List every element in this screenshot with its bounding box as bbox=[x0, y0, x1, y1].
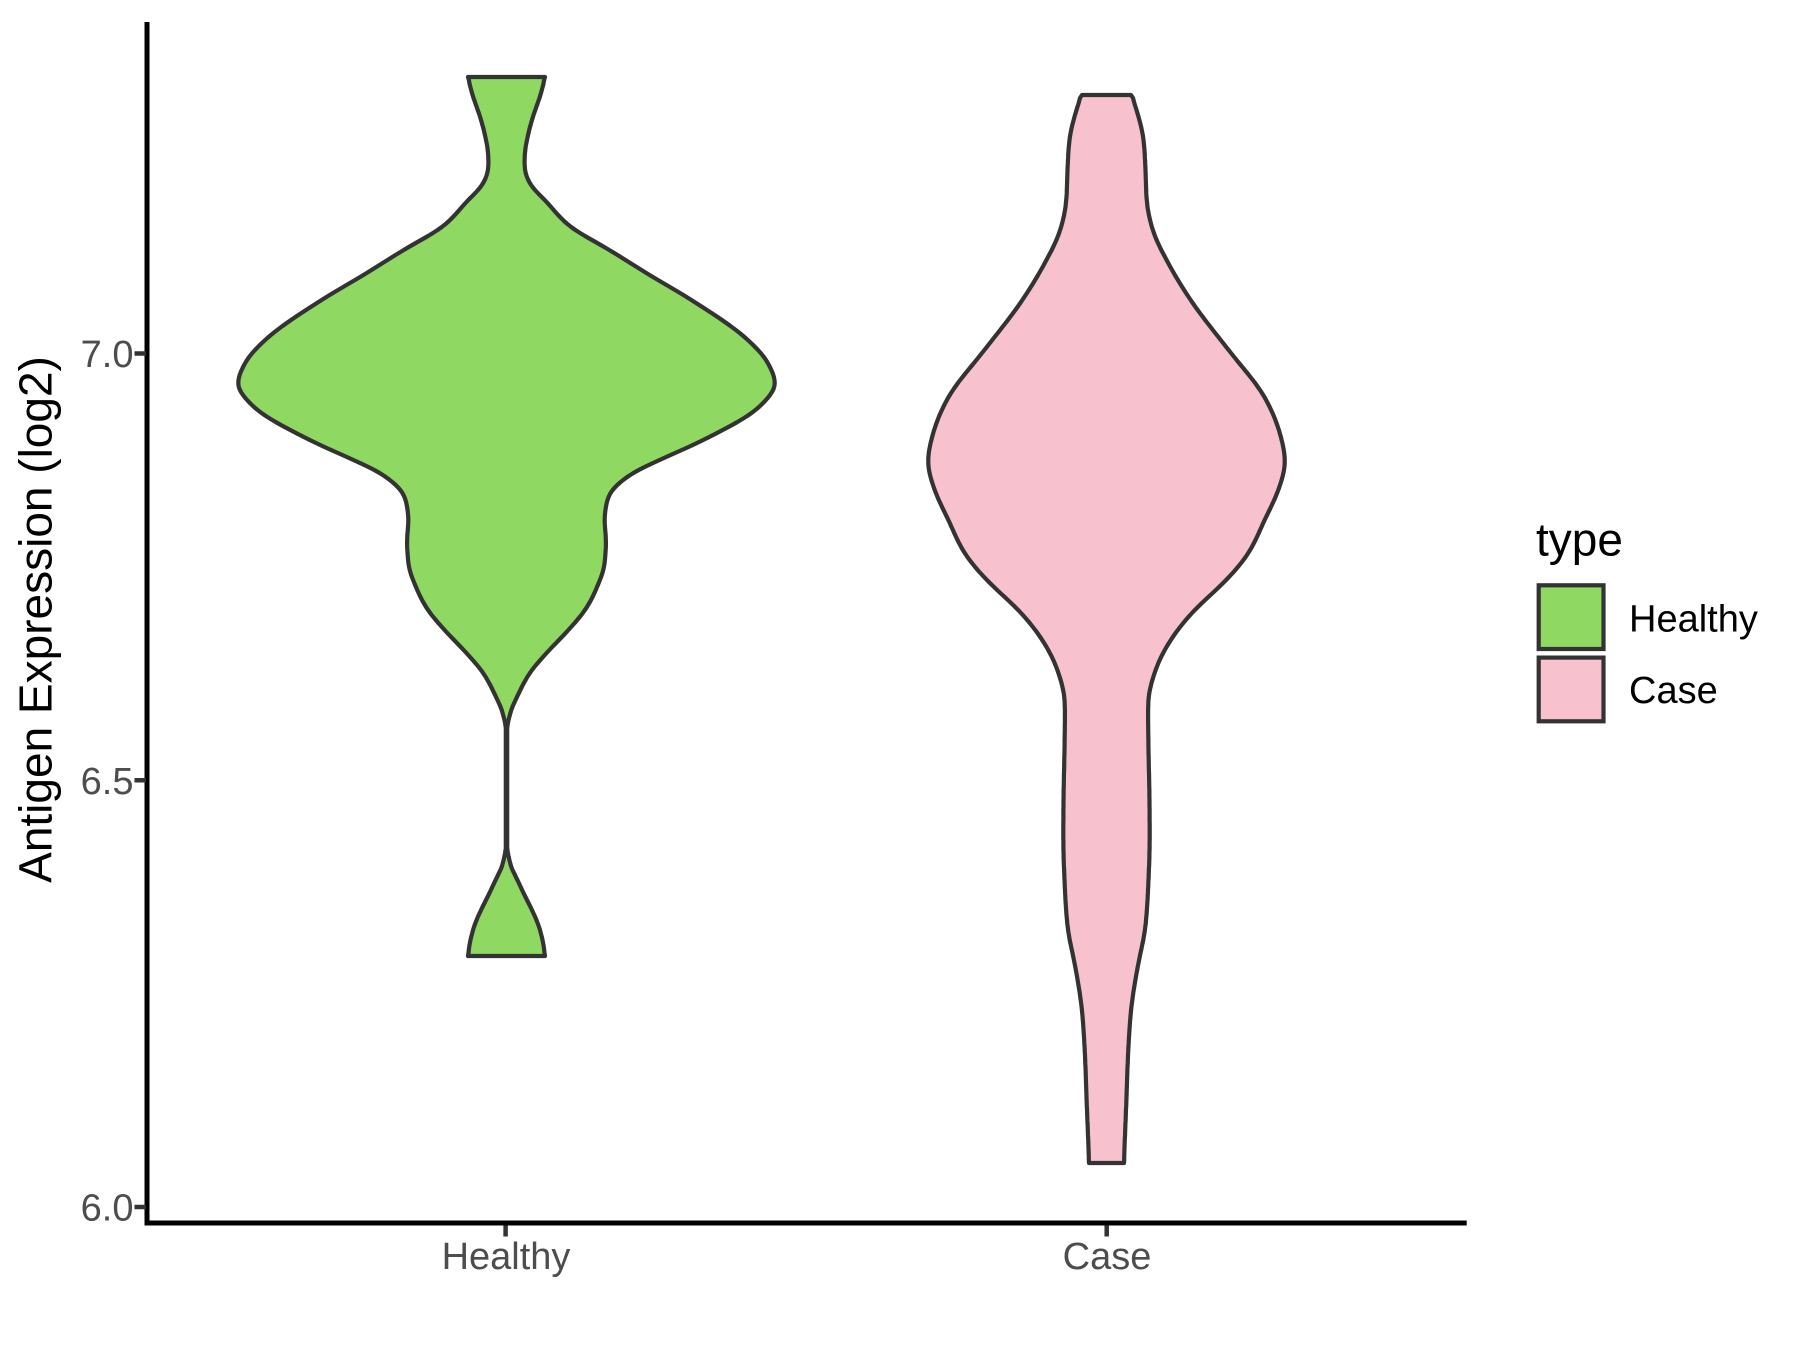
svg-text:Healthy: Healthy bbox=[442, 1236, 571, 1278]
svg-text:Case: Case bbox=[1629, 670, 1718, 712]
svg-text:Antigen Expression (log2): Antigen Expression (log2) bbox=[10, 356, 62, 883]
svg-text:type: type bbox=[1536, 514, 1623, 566]
svg-text:Healthy: Healthy bbox=[1629, 599, 1758, 641]
svg-text:6.5: 6.5 bbox=[81, 761, 134, 803]
svg-text:6.0: 6.0 bbox=[81, 1188, 134, 1230]
svg-text:7.0: 7.0 bbox=[81, 334, 134, 376]
svg-text:Case: Case bbox=[1063, 1236, 1152, 1278]
